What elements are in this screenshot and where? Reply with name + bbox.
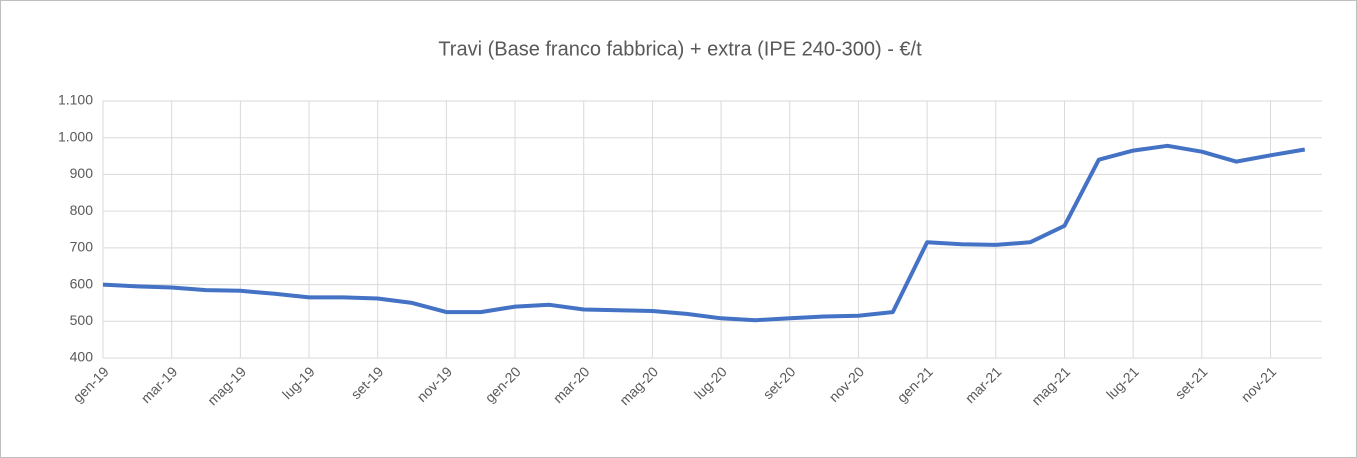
- y-tick-label: 700: [70, 239, 94, 255]
- y-tick-label: 1.000: [58, 128, 93, 144]
- y-tick-label: 1.100: [58, 92, 93, 108]
- y-tick-label: 400: [70, 349, 94, 365]
- y-tick-label: 500: [70, 312, 94, 328]
- chart-title: Travi (Base franco fabbrica) + extra (IP…: [438, 38, 922, 60]
- y-tick-label: 800: [70, 202, 94, 218]
- y-tick-label: 600: [70, 275, 94, 291]
- data-line: [102, 143, 1306, 323]
- y-tick-label: 900: [70, 165, 94, 181]
